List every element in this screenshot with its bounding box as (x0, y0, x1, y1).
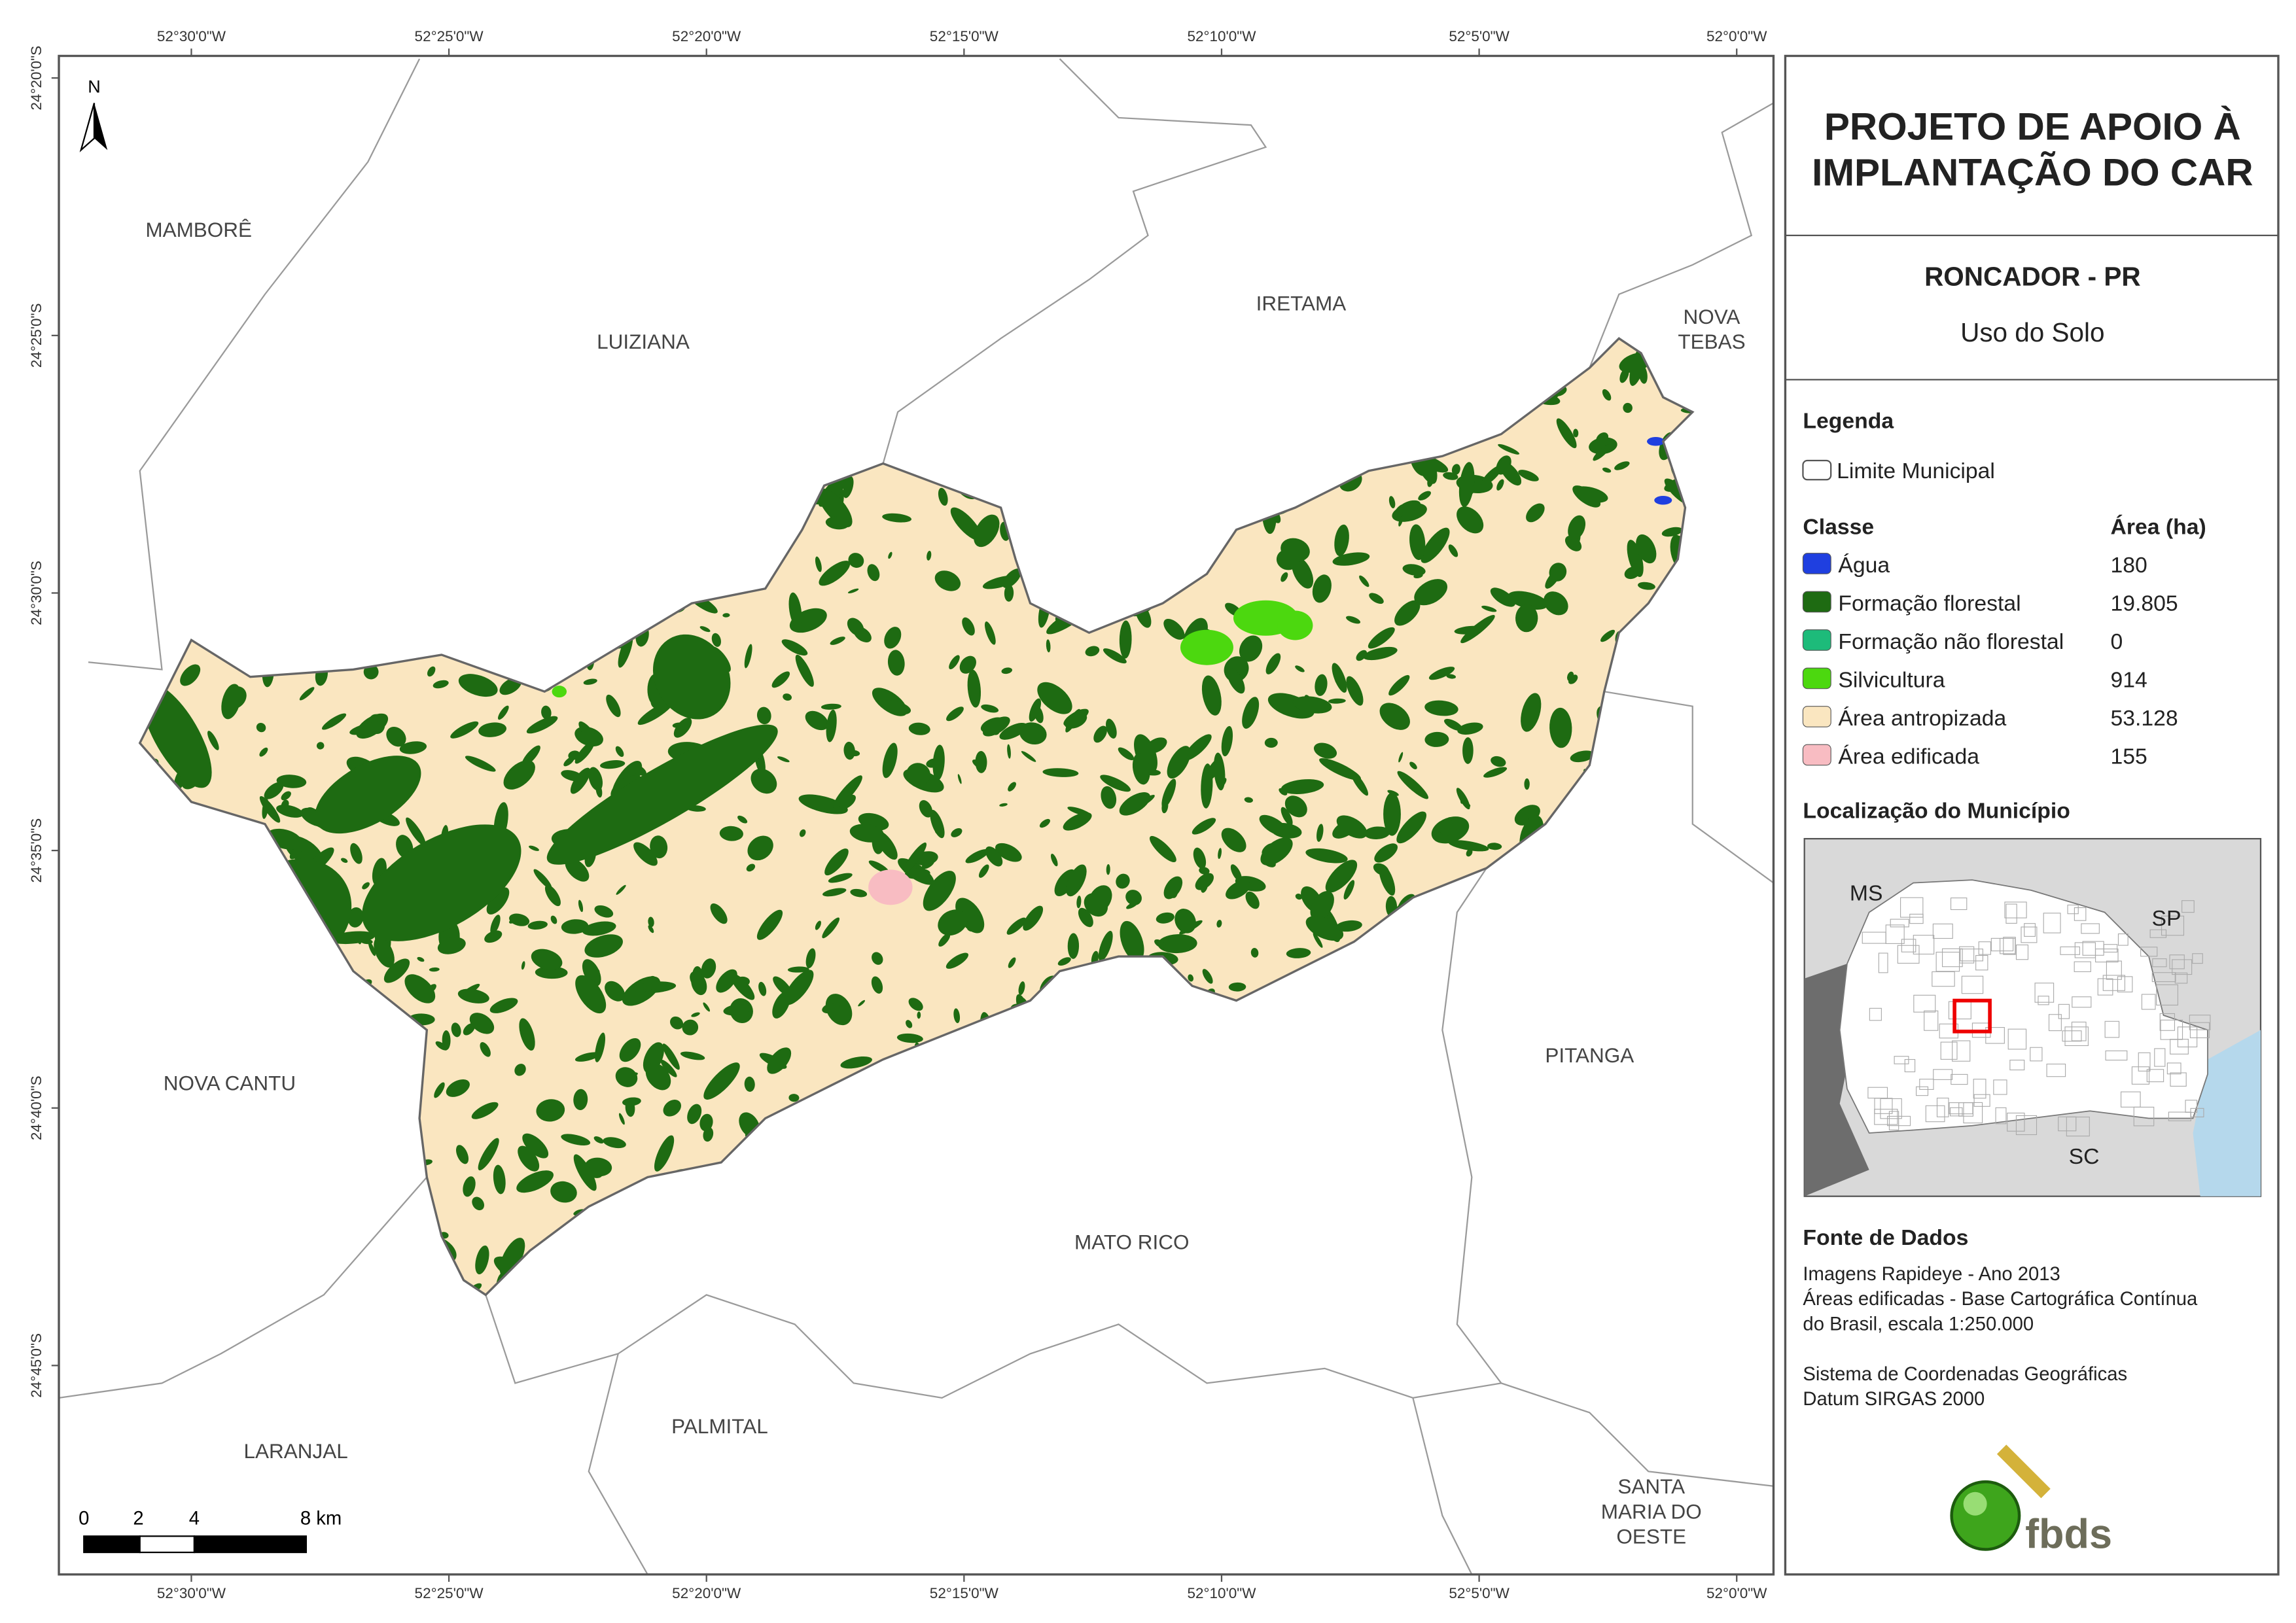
scale-label: 8 km (300, 1508, 342, 1529)
legend-swatch (1802, 629, 1831, 651)
coord-label: 52°5'0"W (1449, 1585, 1510, 1601)
legend-area: 53.128 (2111, 706, 2178, 731)
scale-label: 2 (133, 1508, 143, 1529)
side-panel: PROJETO DE APOIO À IMPLANTAÇÃO DO CAR RON… (1784, 54, 2280, 1576)
coord-label: 52°5'0"W (1449, 28, 1510, 44)
inset-label: SC (2069, 1144, 2100, 1169)
coord-label: 52°15'0"W (930, 28, 999, 44)
coord-label: 24°20'0"S (28, 46, 44, 111)
coord-label: 52°10'0"W (1187, 28, 1256, 44)
place-label: NOVA CANTU (164, 1072, 296, 1095)
coord-label: 52°30'0"W (157, 28, 226, 44)
coord-label: 52°30'0"W (157, 1585, 226, 1601)
place-label: MAMBORÊ (145, 218, 252, 241)
scale-label: 0 (79, 1508, 89, 1529)
location-inset: MS SP SC (1803, 837, 2262, 1197)
north-arrow: N (79, 77, 108, 152)
coord-label: 24°25'0"S (28, 303, 44, 368)
inset-label: SP (2152, 906, 2181, 931)
logo: fbds (1950, 1444, 2112, 1557)
legend-swatch (1802, 591, 1831, 613)
north-label: N (88, 77, 101, 97)
source-line: Sistema de Coordenadas Geográficas (1803, 1364, 2127, 1385)
coord-label: 52°0'0"W (1706, 28, 1767, 44)
coord-label: 52°0'0"W (1706, 1585, 1767, 1601)
legend-area: 914 (2111, 667, 2147, 692)
place-label: LARANJAL (244, 1439, 348, 1463)
legend-class: Área antropizada (1838, 706, 2006, 731)
coord-label: 52°15'0"W (930, 1585, 999, 1601)
logo-text: fbds (2025, 1511, 2112, 1557)
place-label: NOVA TEBAS (1678, 305, 1745, 353)
legend-area: 155 (2111, 744, 2147, 769)
legend-swatch (1802, 706, 1831, 727)
inset-label: MS (1850, 881, 1883, 906)
legend-heading: Legenda (1803, 409, 1894, 434)
coord-label: 52°20'0"W (672, 28, 741, 44)
legend-class: Formação florestal (1838, 591, 2021, 616)
coord-label: 24°35'0"S (28, 818, 44, 883)
legend-class: Água (1838, 553, 1890, 578)
legend-swatch (1802, 553, 1831, 574)
municipal-boundaries (59, 58, 1774, 1575)
title: PROJETO DE APOIO À IMPLANTAÇÃO DO CAR (1812, 105, 2253, 194)
place-label: MATO RICO (1074, 1230, 1190, 1254)
place-label: SANTA MARIA DO OESTE (1601, 1475, 1702, 1548)
location-heading: Localização do Município (1803, 799, 2070, 824)
coord-label: 24°30'0"S (28, 561, 44, 625)
scale-label: 4 (189, 1508, 200, 1529)
class-header: Classe (1803, 515, 1874, 540)
source-line: Datum SIRGAS 2000 (1803, 1389, 1985, 1410)
municipality-name: RONCADOR - PR (1924, 261, 2140, 291)
legend-class: Área edificada (1838, 744, 1979, 769)
legend-area: 180 (2111, 553, 2147, 578)
coord-label: 52°25'0"W (415, 1585, 484, 1601)
place-label: LUIZIANA (597, 330, 690, 353)
source-line: Áreas edificadas - Base Cartográfica Con… (1803, 1288, 2198, 1310)
legend-area: 0 (2111, 629, 2123, 654)
place-label: IRETAMA (1256, 292, 1347, 315)
coord-label: 52°25'0"W (415, 28, 484, 44)
source-line: Imagens Rapideye - Ano 2013 (1803, 1264, 2060, 1285)
map-frame (58, 54, 1775, 1576)
legend-rows: Água 180 Formação florestal 19.805 Formação … (1802, 553, 2178, 769)
coord-label: 24°45'0"S (28, 1333, 44, 1398)
scale-bar: 0 2 4 8 km (79, 1508, 342, 1554)
boundary-swatch (1802, 459, 1832, 481)
area-header: Área (ha) (2111, 515, 2206, 540)
boundary-label: Limite Municipal (1837, 459, 1995, 483)
coordinate-labels: 52°30'0"W 52°25'0"W 52°20'0"W 52°15'0"W 52°1… (28, 28, 1767, 1601)
legend-class: Silvicultura (1838, 667, 1945, 692)
legend-class: Formação não florestal (1838, 629, 2064, 654)
legend-swatch (1802, 667, 1831, 689)
coord-label: 52°10'0"W (1187, 1585, 1256, 1601)
legend-swatch (1802, 744, 1831, 766)
coord-label: 52°20'0"W (672, 1585, 741, 1601)
sources: Imagens Rapideye - Ano 2013 Áreas edifica… (1803, 1264, 2198, 1410)
place-label: PALMITAL (671, 1414, 768, 1438)
sources-heading: Fonte de Dados (1803, 1225, 1968, 1250)
coord-label: 24°40'0"S (28, 1075, 44, 1140)
subtitle: Uso do Solo (1960, 317, 2104, 347)
source-line: do Brasil, escala 1:250.000 (1803, 1314, 2034, 1335)
legend-area: 19.805 (2111, 591, 2178, 616)
place-label: PITANGA (1545, 1043, 1634, 1067)
